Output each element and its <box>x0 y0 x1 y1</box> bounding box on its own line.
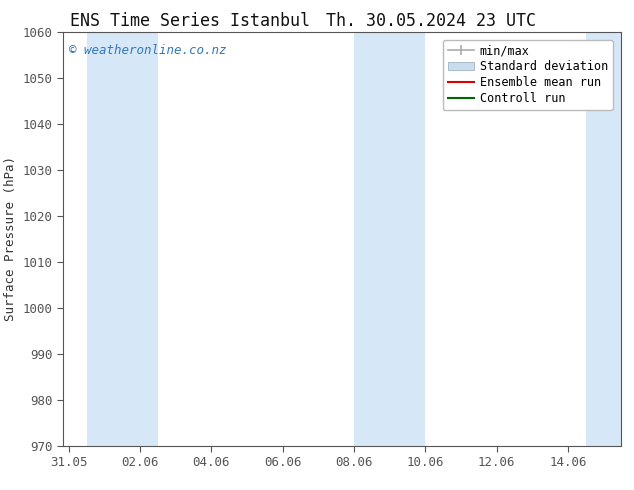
Bar <box>354 32 425 446</box>
Y-axis label: Surface Pressure (hPa): Surface Pressure (hPa) <box>4 156 17 321</box>
Legend: min/max, Standard deviation, Ensemble mean run, Controll run: min/max, Standard deviation, Ensemble me… <box>443 40 612 110</box>
Bar <box>87 32 158 446</box>
Bar <box>586 32 621 446</box>
Text: © weatheronline.co.nz: © weatheronline.co.nz <box>69 44 226 57</box>
Text: ENS Time Series Istanbul: ENS Time Series Istanbul <box>70 12 310 30</box>
Text: Th. 30.05.2024 23 UTC: Th. 30.05.2024 23 UTC <box>326 12 536 30</box>
